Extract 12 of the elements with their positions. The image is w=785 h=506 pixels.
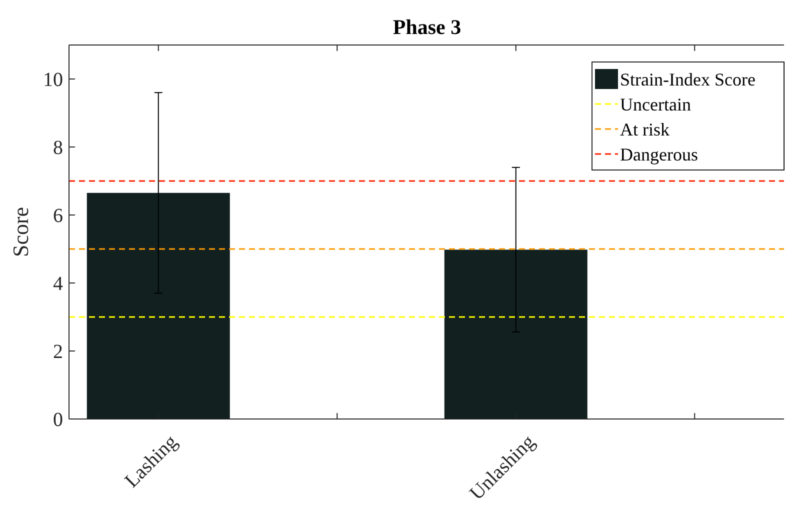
legend-label: At risk <box>620 119 670 140</box>
y-tick-label: 4 <box>53 273 63 295</box>
legend-label: Strain-Index Score <box>620 69 756 90</box>
y-axis-title: Score <box>8 206 33 258</box>
y-tick-label: 10 <box>43 69 63 91</box>
legend-label: Uncertain <box>620 94 691 114</box>
y-tick-label: 6 <box>53 205 63 227</box>
legend-label: Dangerous <box>620 144 698 164</box>
chart-title: Phase 3 <box>392 15 462 39</box>
y-tick-label: 8 <box>53 137 63 159</box>
y-tick-label: 2 <box>53 341 63 363</box>
y-tick-label: 0 <box>53 409 63 431</box>
